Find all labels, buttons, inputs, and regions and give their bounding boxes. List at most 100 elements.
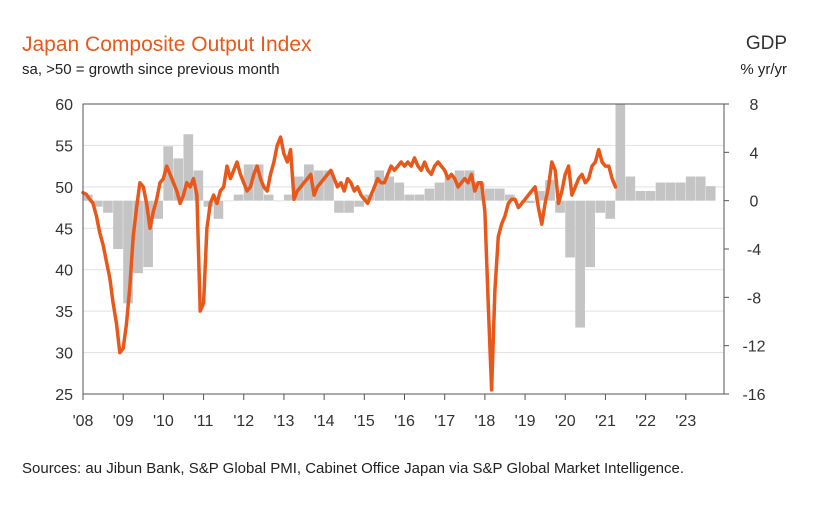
gdp-bar bbox=[414, 194, 425, 201]
gdp-bar bbox=[404, 194, 415, 201]
gdp-bar bbox=[233, 194, 244, 201]
left-tick-label: 30 bbox=[55, 346, 73, 363]
right-tick-label: 8 bbox=[750, 97, 759, 114]
gdp-bar bbox=[273, 200, 284, 202]
x-tick-label: '17 bbox=[434, 413, 455, 430]
gdp-bar bbox=[193, 170, 204, 201]
gdp-bar bbox=[183, 134, 194, 201]
x-tick-label: '09 bbox=[113, 413, 134, 430]
gdp-bar bbox=[394, 182, 405, 201]
left-axis-ticks: 60 55 50 45 40 35 30 25 bbox=[55, 97, 73, 404]
gdp-bar bbox=[515, 200, 525, 202]
right-tick-label: -4 bbox=[747, 242, 761, 259]
left-tick-label: 40 bbox=[55, 263, 73, 280]
gdp-bar bbox=[354, 200, 364, 207]
gdp-bar bbox=[535, 191, 545, 201]
gdp-bars bbox=[83, 104, 716, 328]
gdp-bar bbox=[655, 182, 666, 201]
plot-frame bbox=[82, 103, 725, 395]
x-tick-label: '15 bbox=[354, 413, 375, 430]
right-tick-label: -8 bbox=[747, 290, 761, 307]
gdp-bar bbox=[665, 182, 676, 201]
x-tick-label: '16 bbox=[394, 413, 415, 430]
gdp-bar bbox=[203, 200, 214, 207]
gdp-bar bbox=[605, 200, 616, 219]
gdp-bar bbox=[213, 200, 224, 219]
gdp-bar bbox=[474, 182, 485, 201]
gdp-bar bbox=[243, 164, 254, 201]
x-tick-label: '22 bbox=[635, 413, 656, 430]
x-tick-label: '20 bbox=[555, 413, 576, 430]
chart-title: Japan Composite Output Index bbox=[22, 33, 312, 56]
left-tick-label: 50 bbox=[55, 180, 73, 197]
gdp-bar bbox=[645, 191, 656, 201]
x-tick-label: '23 bbox=[675, 413, 696, 430]
gdp-bar bbox=[374, 170, 385, 201]
gdp-bar bbox=[153, 200, 163, 219]
gdp-bar bbox=[223, 200, 234, 202]
gdp-bar bbox=[555, 200, 565, 213]
gdp-bar bbox=[263, 194, 274, 201]
x-tick-label: '11 bbox=[194, 413, 214, 430]
gdp-bar bbox=[424, 188, 435, 201]
pmi-series-line bbox=[81, 135, 618, 392]
gdp-bar bbox=[334, 200, 344, 213]
right-tick-label: 0 bbox=[750, 194, 759, 211]
x-tick-label: '12 bbox=[233, 413, 254, 430]
gdp-bar bbox=[494, 188, 505, 201]
gdp-bar bbox=[384, 176, 395, 201]
gdp-bar bbox=[585, 200, 595, 268]
gdp-bar bbox=[93, 200, 103, 207]
gdp-bar bbox=[173, 158, 184, 201]
gdp-bar bbox=[595, 200, 606, 213]
gdp-bar bbox=[615, 104, 626, 201]
gdp-bar bbox=[705, 186, 716, 201]
left-tick-label: 35 bbox=[55, 304, 73, 321]
gdp-bar bbox=[484, 188, 495, 201]
gdp-bar bbox=[625, 176, 636, 201]
gdp-bar bbox=[675, 182, 686, 201]
right-axis-ticks: 8 4 0 -4 -8 -12 -16 bbox=[724, 97, 766, 404]
source-note: Sources: au Jibun Bank, S&P Global PMI, … bbox=[22, 460, 685, 477]
gdp-bar bbox=[635, 191, 646, 201]
right-tick-label: -12 bbox=[742, 339, 765, 356]
gdp-bar bbox=[324, 170, 334, 201]
left-tick-label: 60 bbox=[55, 97, 73, 114]
chart-subtitle: sa, >50 = growth since previous month bbox=[22, 61, 280, 78]
gdp-bar bbox=[103, 200, 113, 213]
left-tick-label: 45 bbox=[55, 221, 73, 238]
left-tick-label: 55 bbox=[55, 138, 73, 155]
x-tick-label: '13 bbox=[274, 413, 295, 430]
x-tick-label: '14 bbox=[314, 413, 335, 430]
x-tick-label: '10 bbox=[153, 413, 174, 430]
gdp-bar bbox=[344, 200, 354, 213]
x-tick-label: '08 bbox=[73, 413, 94, 430]
right-axis-unit: % yr/yr bbox=[740, 61, 787, 78]
x-tick-label: '21 bbox=[595, 413, 616, 430]
right-tick-label: 4 bbox=[750, 145, 759, 162]
gdp-bar bbox=[123, 200, 133, 304]
x-axis-ticks: '08 '09 '10 '11 '12 '13 '14 '15 '16 '17 '18 '19 '20 '… bbox=[73, 394, 696, 430]
gdp-bar bbox=[504, 194, 515, 201]
gdp-bar bbox=[253, 164, 264, 201]
gdp-bar bbox=[545, 180, 555, 201]
gdp-bar bbox=[143, 200, 153, 268]
gdp-bar bbox=[565, 200, 575, 258]
gdp-bar bbox=[113, 200, 123, 249]
left-tick-label: 25 bbox=[55, 387, 73, 404]
x-tick-label: '19 bbox=[515, 413, 536, 430]
right-tick-label: -16 bbox=[742, 387, 765, 404]
gdp-bar bbox=[434, 182, 445, 201]
right-axis-title: GDP bbox=[745, 33, 787, 54]
gdp-bar bbox=[283, 194, 294, 201]
gdp-bar bbox=[133, 200, 143, 274]
gdp-bar bbox=[525, 200, 535, 204]
gdp-bar bbox=[575, 200, 585, 328]
gdp-bar bbox=[304, 164, 314, 201]
plot-border bbox=[82, 103, 725, 395]
gdp-bar bbox=[685, 176, 696, 201]
gdp-bar bbox=[444, 176, 455, 201]
x-tick-label: '18 bbox=[474, 413, 495, 430]
gdp-bar bbox=[695, 176, 706, 201]
